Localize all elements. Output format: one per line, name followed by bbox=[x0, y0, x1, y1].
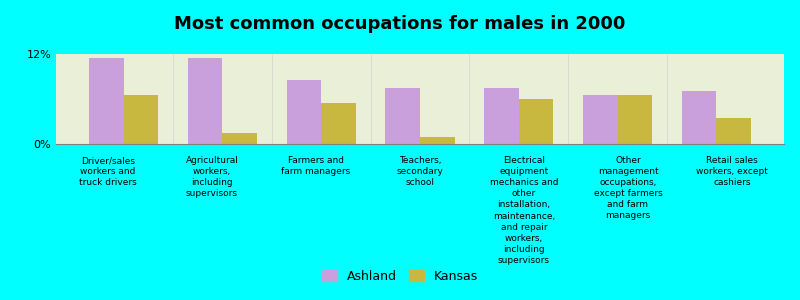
Bar bbox=[583, 95, 618, 144]
Text: Electrical
equipment
mechanics and
other
installation,
maintenance,
and repair
w: Electrical equipment mechanics and other… bbox=[490, 156, 558, 265]
Bar bbox=[420, 136, 454, 144]
Bar bbox=[618, 95, 652, 144]
Text: Most common occupations for males in 2000: Most common occupations for males in 200… bbox=[174, 15, 626, 33]
Bar bbox=[89, 58, 124, 144]
Bar bbox=[484, 88, 518, 144]
Text: Teachers,
secondary
school: Teachers, secondary school bbox=[397, 156, 443, 187]
Bar bbox=[386, 88, 420, 144]
Bar bbox=[716, 118, 751, 144]
Text: Agricultural
workers,
including
supervisors: Agricultural workers, including supervis… bbox=[186, 156, 238, 198]
Bar bbox=[124, 95, 158, 144]
Text: Retail sales
workers, except
cashiers: Retail sales workers, except cashiers bbox=[696, 156, 768, 187]
Bar bbox=[518, 99, 554, 144]
Bar bbox=[322, 103, 356, 144]
Bar bbox=[188, 58, 222, 144]
Text: Driver/sales
workers and
truck drivers: Driver/sales workers and truck drivers bbox=[79, 156, 137, 187]
Text: Other
management
occupations,
except farmers
and farm
managers: Other management occupations, except far… bbox=[594, 156, 662, 220]
Bar bbox=[286, 80, 322, 144]
Bar bbox=[682, 92, 716, 144]
Text: Farmers and
farm managers: Farmers and farm managers bbox=[282, 156, 350, 176]
Legend: Ashland, Kansas: Ashland, Kansas bbox=[317, 265, 483, 288]
Bar bbox=[222, 133, 257, 144]
